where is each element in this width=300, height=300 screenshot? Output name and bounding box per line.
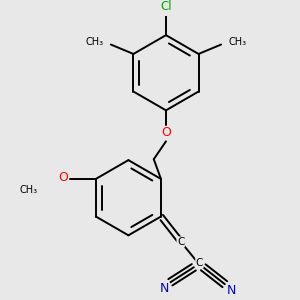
Text: N: N bbox=[160, 282, 169, 296]
Text: CH₃: CH₃ bbox=[20, 185, 38, 195]
Text: O: O bbox=[161, 126, 171, 140]
Text: C: C bbox=[177, 237, 184, 247]
Text: Cl: Cl bbox=[160, 0, 172, 13]
Text: O: O bbox=[58, 172, 68, 184]
Text: C: C bbox=[196, 258, 203, 268]
Text: CH₃: CH₃ bbox=[229, 37, 247, 47]
Text: N: N bbox=[227, 284, 236, 297]
Text: CH₃: CH₃ bbox=[85, 37, 103, 47]
